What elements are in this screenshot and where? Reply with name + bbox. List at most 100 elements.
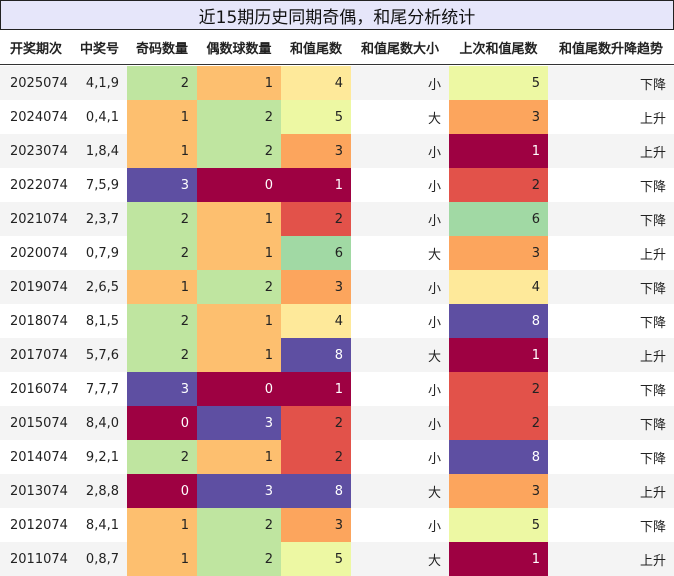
- heat-cell: 3: [197, 406, 281, 440]
- heat-cell: 1: [449, 542, 548, 576]
- heat-cell: 1: [449, 134, 548, 168]
- table-cell: 2014074: [10, 449, 68, 465]
- heat-cell: 5: [281, 100, 351, 134]
- column-header: 和值尾数升降趋势: [558, 41, 663, 57]
- heat-cell: 2: [197, 270, 281, 304]
- heat-cell: 3: [281, 134, 351, 168]
- heat-cell: 3: [127, 372, 197, 406]
- column-header: 开奖期次: [9, 41, 62, 57]
- column-header: 和值尾数大小: [360, 41, 439, 57]
- column-header: 中奖号: [79, 41, 119, 57]
- table-cell: 0,8,7: [85, 551, 119, 567]
- table-cell: 下降: [639, 383, 666, 399]
- heat-cell: 0: [197, 168, 281, 202]
- table-cell: 大: [427, 247, 441, 263]
- table-cell: 小: [427, 77, 441, 93]
- table-cell: 下降: [639, 451, 666, 467]
- heat-cell: 2: [127, 304, 197, 338]
- heat-cell: 0: [197, 372, 281, 406]
- heat-cell: 3: [449, 100, 548, 134]
- heat-cell: 2: [127, 236, 197, 270]
- table-cell: 下降: [639, 77, 666, 93]
- heat-cell: 2: [449, 372, 548, 406]
- table-cell: 2017074: [10, 347, 68, 363]
- heat-cell: 1: [281, 372, 351, 406]
- table-cell: 大: [427, 349, 441, 365]
- heat-cell: 2: [127, 440, 197, 474]
- heat-cell: 3: [449, 474, 548, 508]
- table-cell: 5,7,6: [85, 347, 119, 363]
- table-cell: 大: [427, 111, 441, 127]
- column-header: 偶数球数量: [206, 41, 272, 57]
- heat-cell: 2: [281, 406, 351, 440]
- table-cell: 2024074: [10, 109, 68, 125]
- heat-cell: 3: [449, 236, 548, 270]
- heat-cell: 1: [197, 236, 281, 270]
- table-cell: 上升: [639, 247, 666, 263]
- table-cell: 2021074: [10, 211, 68, 227]
- heat-cell: 3: [197, 474, 281, 508]
- heat-cell: 1: [127, 100, 197, 134]
- table-cell: 上升: [639, 485, 666, 501]
- table-cell: 1,8,4: [85, 143, 119, 159]
- column-header: 和值尾数: [289, 41, 342, 57]
- heat-cell: 3: [281, 270, 351, 304]
- heat-cell: 2: [127, 202, 197, 236]
- table-cell: 下降: [639, 315, 666, 331]
- table-cell: 下降: [639, 281, 666, 297]
- table-cell: 小: [427, 179, 441, 195]
- heat-cell: 6: [281, 236, 351, 270]
- table-cell: 2013074: [10, 483, 68, 499]
- table-cell: 2,8,8: [85, 483, 119, 499]
- table-cell: 2,6,5: [85, 279, 119, 295]
- table-cell: 2020074: [10, 245, 68, 261]
- table-cell: 7,7,7: [85, 381, 119, 397]
- heat-cell: 5: [281, 542, 351, 576]
- table-cell: 0,7,9: [85, 245, 119, 261]
- table-cell: 小: [427, 451, 441, 467]
- table-cell: 2022074: [10, 177, 68, 193]
- heat-cell: 4: [281, 66, 351, 100]
- header-rule: [0, 64, 674, 65]
- heat-cell: 0: [127, 474, 197, 508]
- table-cell: 9,2,1: [85, 449, 119, 465]
- heat-cell: 1: [127, 270, 197, 304]
- table-cell: 小: [427, 417, 441, 433]
- heat-cell: 1: [449, 338, 548, 372]
- table-cell: 小: [427, 145, 441, 161]
- table-cell: 2023074: [10, 143, 68, 159]
- heat-cell: 1: [197, 338, 281, 372]
- table-cell: 8,1,5: [85, 313, 119, 329]
- heat-cell: 2: [197, 542, 281, 576]
- heat-cell: 1: [197, 66, 281, 100]
- table-cell: 4,1,9: [85, 75, 119, 91]
- table-cell: 2011074: [10, 551, 68, 567]
- heat-cell: 4: [281, 304, 351, 338]
- heat-cell: 1: [127, 542, 197, 576]
- heat-cell: 2: [449, 406, 548, 440]
- table-cell: 2019074: [10, 279, 68, 295]
- heat-cell: 8: [449, 304, 548, 338]
- table-cell: 2018074: [10, 313, 68, 329]
- table-title: 近15期历史同期奇偶，和尾分析统计: [0, 0, 674, 30]
- table-cell: 2015074: [10, 415, 68, 431]
- table-cell: 大: [427, 553, 441, 569]
- heat-cell: 1: [127, 134, 197, 168]
- table-cell: 7,5,9: [85, 177, 119, 193]
- table-cell: 小: [427, 213, 441, 229]
- table-cell: 8,4,0: [85, 415, 119, 431]
- table-cell: 上升: [639, 553, 666, 569]
- heat-cell: 4: [449, 270, 548, 304]
- table-cell: 下降: [639, 417, 666, 433]
- table-cell: 下降: [639, 519, 666, 535]
- heat-cell: 1: [197, 440, 281, 474]
- heat-cell: 2: [197, 134, 281, 168]
- table-cell: 大: [427, 485, 441, 501]
- heat-cell: 2: [281, 202, 351, 236]
- heat-cell: 2: [197, 508, 281, 542]
- heat-cell: 2: [127, 338, 197, 372]
- heat-cell: 2: [449, 168, 548, 202]
- heat-cell: 5: [449, 66, 548, 100]
- heat-cell: 8: [281, 474, 351, 508]
